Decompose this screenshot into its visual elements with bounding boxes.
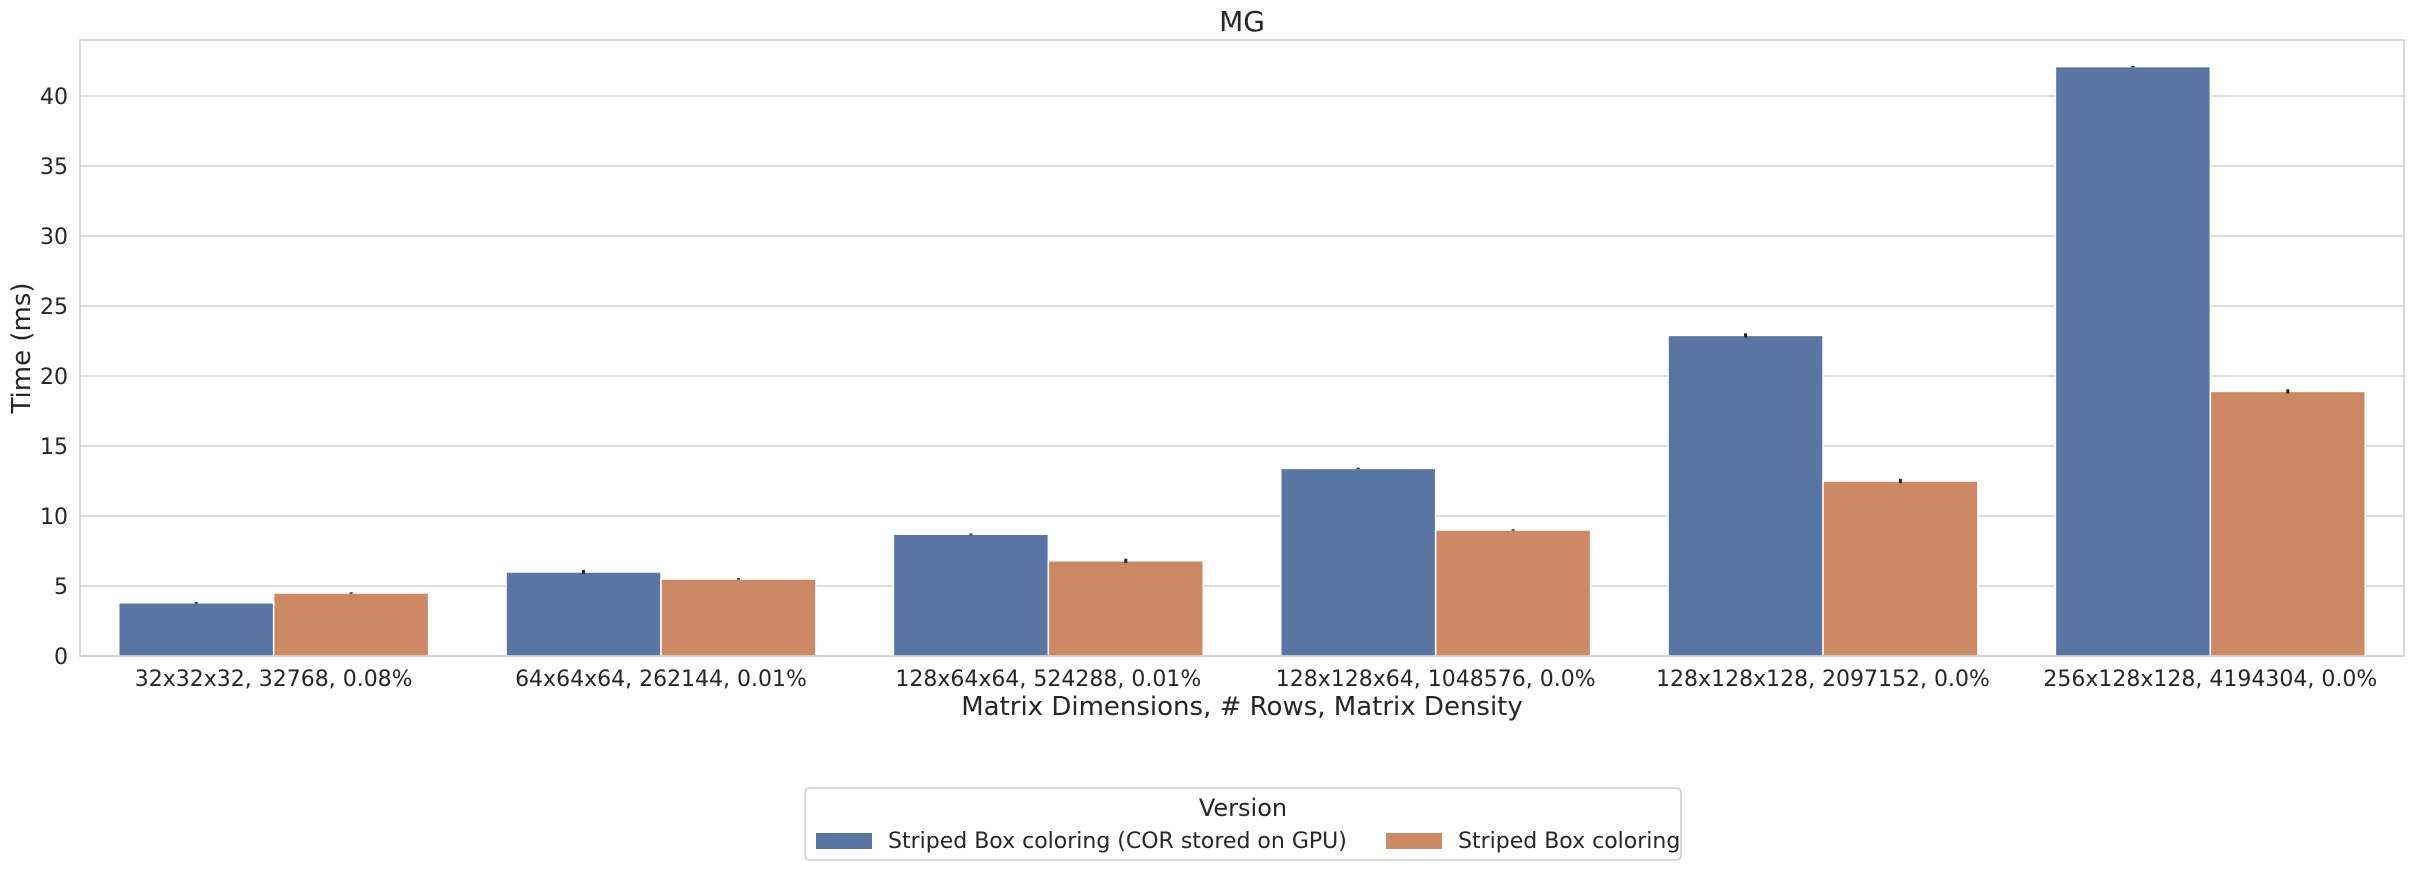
bar xyxy=(2054,65,2212,657)
legend-box xyxy=(804,787,1682,861)
y-tick-label: 0 xyxy=(54,645,68,670)
bar xyxy=(892,533,1050,657)
x-tick-label: 64x64x64, 262144, 0.01% xyxy=(515,667,807,692)
bar xyxy=(1434,529,1592,657)
x-tick-labels: 32x32x32, 32768, 0.08% 64x64x64, 262144, … xyxy=(135,667,2378,692)
x-axis-label: Matrix Dimensions, # Rows, Matrix Densit… xyxy=(961,692,1523,722)
chart-title: MG xyxy=(1219,5,1265,38)
legend: Version Striped Box coloring (COR stored… xyxy=(804,787,1682,861)
y-tick-label: 40 xyxy=(40,85,68,110)
y-tick-label: 15 xyxy=(40,435,68,460)
bars xyxy=(117,65,2367,657)
bar xyxy=(660,578,817,657)
plot-frame xyxy=(79,39,2405,657)
bar xyxy=(1822,480,1979,657)
x-tick-label: 128x64x64, 524288, 0.01% xyxy=(895,667,1201,692)
x-tick-label: 128x128x128, 2097152, 0.0% xyxy=(1656,667,1990,692)
legend-swatch xyxy=(1386,833,1442,849)
y-tick-label: 10 xyxy=(40,505,68,530)
y-tick-label: 20 xyxy=(40,365,68,390)
x-tick-label: 256x128x128, 4194304, 0.0% xyxy=(2043,667,2377,692)
x-tick-label: 32x32x32, 32768, 0.08% xyxy=(135,667,413,692)
x-tick-label: 128x128x64, 1048576, 0.0% xyxy=(1276,667,1596,692)
bar xyxy=(2209,390,2367,657)
bar xyxy=(505,571,662,657)
bar xyxy=(272,592,430,657)
bar xyxy=(1667,334,1824,657)
bar xyxy=(117,602,275,657)
legend-swatch xyxy=(816,833,872,849)
legend-items: Striped Box coloring (COR stored on GPU)… xyxy=(816,829,1680,854)
y-tick-labels: 0 5 10 15 20 25 30 35 40 xyxy=(40,85,68,670)
legend-label: Striped Box coloring (COR stored on GPU) xyxy=(888,829,1347,854)
y-tick-label: 35 xyxy=(40,155,68,180)
y-axis-label: Time (ms) xyxy=(7,282,37,414)
y-tick-label: 25 xyxy=(40,295,68,320)
legend-title: Version xyxy=(1199,794,1287,822)
bar xyxy=(1279,467,1437,657)
grid-lines xyxy=(80,95,2404,657)
y-tick-label: 5 xyxy=(54,575,68,600)
legend-label: Striped Box coloring xyxy=(1458,829,1680,854)
y-tick-label: 30 xyxy=(40,225,68,250)
bar xyxy=(1047,560,1205,657)
